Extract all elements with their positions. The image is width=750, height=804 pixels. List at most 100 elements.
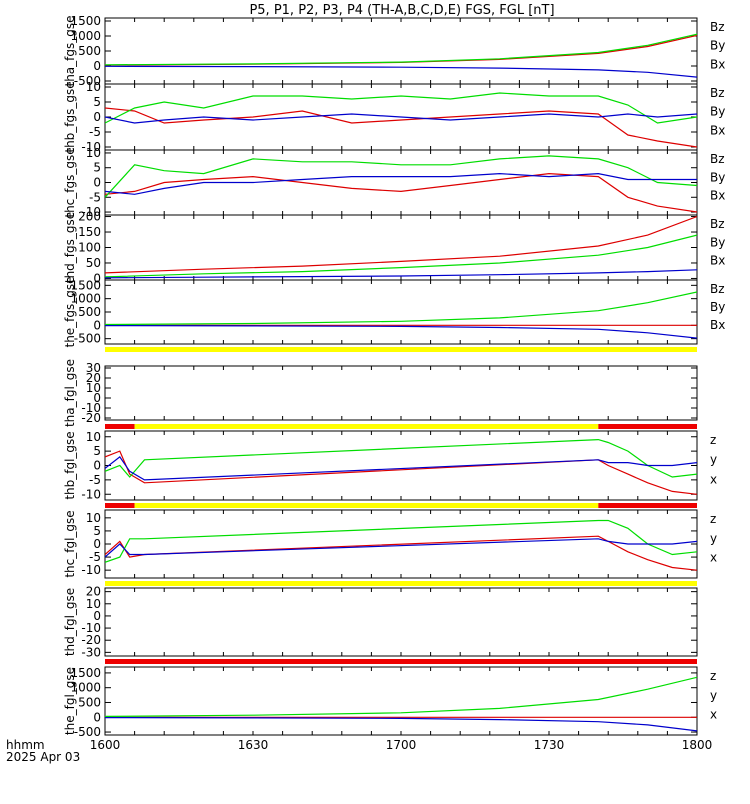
y-tick-label: 1000 (70, 292, 101, 306)
series-line-bx (105, 269, 697, 279)
y-tick-label: 1500 (70, 14, 101, 28)
time-axis-label: hhmm (6, 738, 45, 752)
panel-frame (104, 149, 698, 216)
series-line-bz (105, 107, 697, 148)
x-tick-label: 1800 (682, 738, 713, 752)
series-line-x (105, 456, 697, 481)
series-line-x (105, 538, 697, 558)
y-tick-label: 500 (78, 695, 101, 709)
y-axis-label: tha_fgl_gse (63, 359, 77, 427)
y-tick-label: 5 (93, 444, 101, 458)
date-label: 2025 Apr 03 (6, 750, 80, 764)
y-tick-label: 20 (86, 585, 101, 599)
y-tick-label: -5 (89, 473, 101, 487)
legend-label-x: x (710, 551, 717, 565)
series-line-bx (105, 325, 697, 339)
y-tick-label: 50 (86, 256, 101, 270)
legend-label-by: By (710, 39, 725, 53)
x-tick-label: 1730 (534, 738, 565, 752)
y-tick-label: 30 (86, 361, 101, 375)
availability-bar-segment (105, 424, 135, 429)
legend-label-bx: Bx (710, 189, 725, 203)
y-tick-label: -5 (89, 190, 101, 204)
series-line-bz (105, 215, 697, 274)
y-tick-label: 10 (86, 146, 101, 160)
legend-label-by: By (710, 170, 725, 184)
series-line-bx (105, 113, 697, 124)
y-tick-label: -20 (81, 633, 101, 647)
y-tick-label: 0 (93, 537, 101, 551)
panel-frame (104, 587, 698, 657)
panel-frame (104, 214, 698, 281)
y-tick-label: -5 (89, 550, 101, 564)
y-axis-label: the_fgl_gse (63, 667, 77, 735)
y-tick-label: 0 (93, 710, 101, 724)
y-tick-label: 0 (93, 176, 101, 190)
legend-label-x: x (710, 472, 717, 486)
panel-frame (104, 666, 698, 736)
panel-frame (104, 279, 698, 345)
series-line-by (105, 33, 697, 66)
series-line-y (105, 438, 697, 478)
y-tick-label: 5 (93, 161, 101, 175)
series-line-z (105, 450, 697, 495)
legend-label-z: z (710, 669, 716, 683)
y-tick-label: 0 (93, 459, 101, 473)
y-tick-label: 0 (93, 110, 101, 124)
y-tick-label: 1000 (70, 681, 101, 695)
legend-label-by: By (710, 300, 725, 314)
y-tick-label: -5 (89, 125, 101, 139)
y-tick-label: 20 (86, 371, 101, 385)
legend-label-y: y (710, 453, 717, 467)
legend-label-bz: Bz (710, 20, 725, 34)
series-line-bx (105, 172, 697, 195)
legend-label-y: y (710, 531, 717, 545)
y-axis-label: thc_fgs_gse (63, 147, 77, 217)
y-axis-label: thb_fgl_gse (63, 431, 77, 499)
y-tick-label: 200 (78, 210, 101, 224)
series-line-by (105, 291, 697, 326)
x-tick-label: 1600 (90, 738, 121, 752)
y-tick-label: 1000 (70, 29, 101, 43)
series-line-y (105, 519, 697, 563)
y-tick-label: 1500 (70, 278, 101, 292)
y-axis-label: thd_fgs_gse (63, 212, 77, 283)
legend-label-y: y (710, 688, 717, 702)
y-tick-label: 0 (93, 609, 101, 623)
y-tick-label: -20 (81, 411, 101, 425)
y-tick-label: 5 (93, 524, 101, 538)
availability-bar-segment (105, 347, 697, 352)
y-tick-label: 500 (78, 44, 101, 58)
y-axis-label: thb_fgs_gse (63, 81, 77, 152)
y-tick-label: 500 (78, 305, 101, 319)
y-tick-label: -10 (81, 487, 101, 501)
availability-bar-segment (134, 424, 599, 429)
chart-title: P5, P1, P2, P3, P4 (TH-A,B,C,D,E) FGS, F… (249, 3, 554, 18)
legend-label-bx: Bx (710, 57, 725, 71)
availability-bar-segment (105, 581, 697, 586)
y-tick-label: 10 (86, 80, 101, 94)
y-tick-label: 100 (78, 241, 101, 255)
legend-label-bz: Bz (710, 217, 725, 231)
y-tick-label: -10 (81, 140, 101, 154)
legend-label-bz: Bz (710, 282, 725, 296)
y-tick-label: 10 (86, 597, 101, 611)
availability-bar-segment (105, 503, 135, 508)
y-tick-label: 0 (93, 391, 101, 405)
x-tick-label: 1630 (238, 738, 269, 752)
legend-label-z: z (710, 433, 716, 447)
series-line-by (105, 92, 697, 124)
panel-frame (104, 365, 698, 421)
y-tick-label: 150 (78, 225, 101, 239)
y-axis-label: the_fgs_gse (63, 276, 77, 347)
y-tick-label: -10 (81, 401, 101, 415)
y-tick-label: 1500 (70, 666, 101, 680)
y-tick-label: -500 (74, 74, 101, 88)
y-tick-label: 10 (86, 511, 101, 525)
series-line-bz (105, 172, 697, 213)
series-line-y (105, 676, 697, 718)
y-tick-label: -30 (81, 645, 101, 659)
series-line-by (105, 155, 697, 198)
